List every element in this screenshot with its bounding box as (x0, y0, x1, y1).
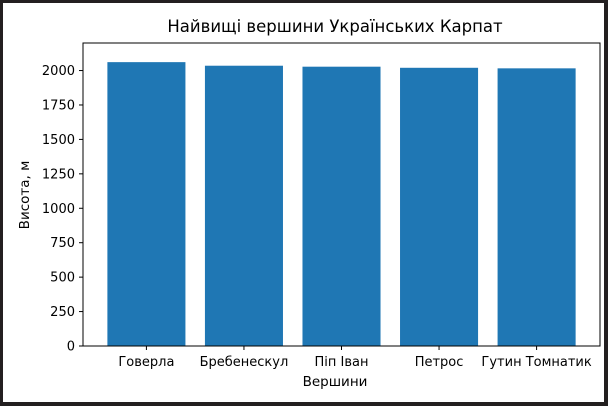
y-tick-label: 2000 (42, 64, 75, 79)
y-axis-ticks: 0 250 500 750 1000 1250 1500 1750 2000 (42, 64, 83, 355)
bar-1 (204, 65, 283, 346)
y-tick-label: 0 (67, 340, 75, 355)
bars-layer (107, 62, 576, 346)
bar-3 (400, 67, 479, 346)
y-tick-label: 500 (50, 271, 75, 286)
y-tick-label: 1000 (42, 202, 75, 217)
bar-0 (107, 62, 186, 346)
x-axis-ticks: Говерла Бребенескул Піп Іван Петрос Гутин То… (118, 346, 592, 370)
chart-title: Найвищі вершини Українських Карпат (167, 17, 503, 36)
bar-4 (497, 68, 576, 346)
x-tick-label: Петрос (415, 355, 464, 370)
chart-frame: Найвищі вершини Українських Карпат 0 250 5… (3, 3, 604, 402)
bar-2 (302, 66, 381, 346)
y-tick-label: 1500 (42, 133, 75, 148)
y-tick-label: 1750 (42, 98, 75, 113)
x-tick-label: Піп Іван (315, 355, 369, 370)
y-tick-label: 1250 (42, 167, 75, 182)
y-axis-title: Висота, м (17, 161, 33, 230)
x-tick-label: Гутин Томнатик (481, 355, 591, 370)
y-tick-label: 750 (50, 236, 75, 251)
x-axis-title: Вершини (303, 374, 368, 390)
x-tick-label: Говерла (118, 355, 174, 370)
x-tick-label: Бребенескул (200, 355, 289, 370)
y-tick-label: 250 (50, 305, 75, 320)
bar-chart: Найвищі вершини Українських Карпат 0 250 5… (17, 17, 601, 390)
